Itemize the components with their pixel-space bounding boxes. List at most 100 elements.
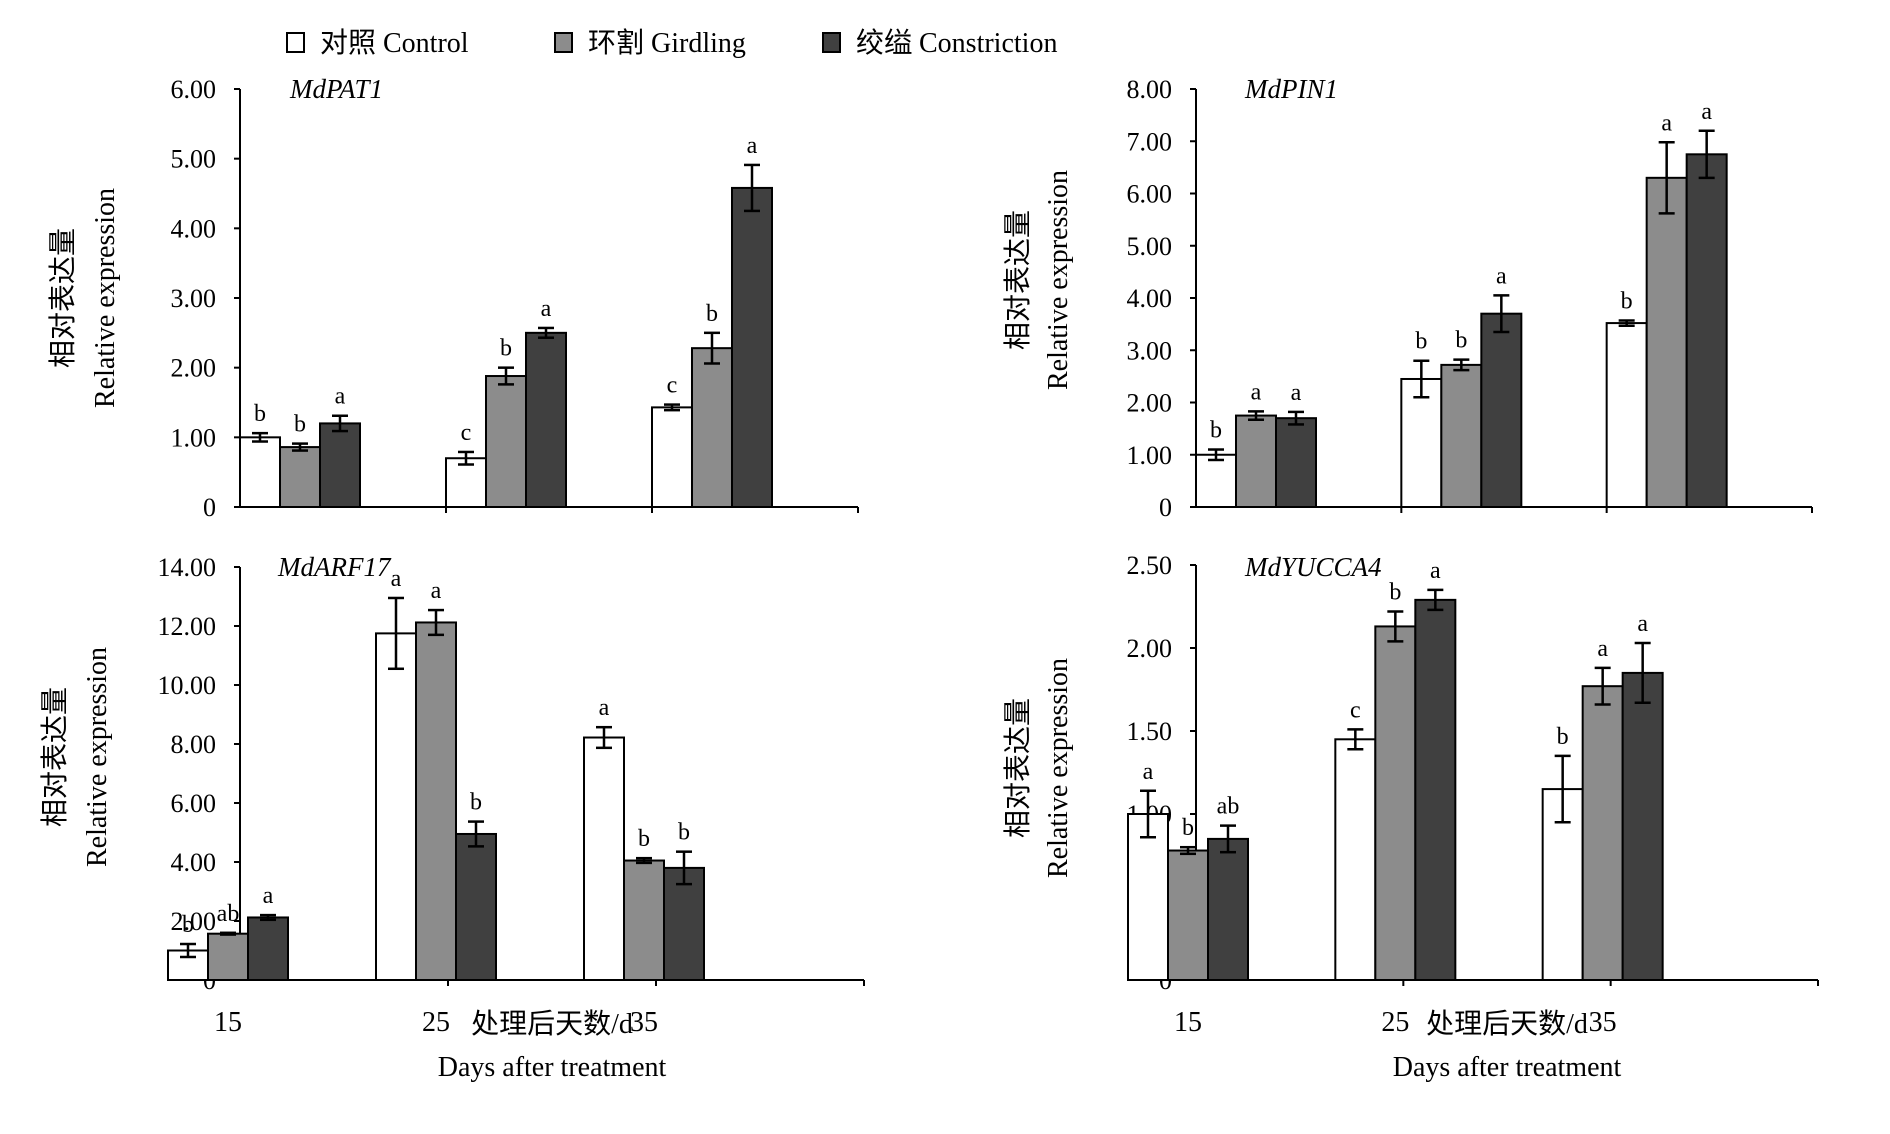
y-tick-label: 3.00 <box>171 284 217 313</box>
significance-letter: b <box>500 336 512 362</box>
y-tick-label: 2.50 <box>1127 551 1173 580</box>
y-axis-label-en: Relative expression <box>1043 658 1074 878</box>
legend-label-girdling: 环割 Girdling <box>588 27 746 59</box>
bar-15-control <box>239 436 281 509</box>
panel-mdyucca4: 00.501.001.502.002.50abab15cba25baa35MdY… <box>1002 551 1819 1083</box>
bar-15-girdling <box>207 932 249 981</box>
significance-letter: b <box>294 412 306 438</box>
bar-25-constriction <box>525 331 567 509</box>
significance-letter: a <box>1291 380 1302 406</box>
significance-letter: a <box>335 384 346 410</box>
significance-letter: a <box>1251 379 1262 405</box>
bar-25-constriction <box>1414 598 1457 981</box>
x-tick-label: 35 <box>1589 1007 1617 1038</box>
bar-25-girdling <box>415 621 457 982</box>
y-tick-label: 4.00 <box>171 214 217 243</box>
y-axis-label-cn: 相对表达量 <box>1002 210 1034 350</box>
panel-title: MdARF17 <box>277 552 392 582</box>
significance-letter: a <box>541 296 552 322</box>
panel-title: MdPAT1 <box>289 74 383 104</box>
significance-letter: b <box>706 301 718 327</box>
significance-letter: a <box>1496 263 1507 289</box>
bar-25-constriction <box>1480 312 1523 508</box>
y-tick-label: 2.00 <box>171 907 217 936</box>
y-tick-label: 5.00 <box>1127 232 1173 261</box>
x-axis-label-en: Days after treatment <box>1393 1052 1622 1083</box>
bar-15-control <box>1127 813 1169 981</box>
y-tick-label: 10.00 <box>158 671 217 700</box>
significance-letter: a <box>263 883 274 909</box>
significance-letter: a <box>1701 99 1712 125</box>
bar-15-constriction <box>319 422 361 508</box>
significance-letter: a <box>747 133 758 159</box>
bar-25-girdling <box>1374 625 1417 981</box>
y-axis-label-en: Relative expression <box>90 188 121 408</box>
significance-letter: a <box>1661 110 1672 136</box>
significance-letter: a <box>1637 611 1648 637</box>
bar-25-girdling <box>1440 363 1483 508</box>
y-tick-label: 1.00 <box>171 423 217 452</box>
y-tick-label: 14.00 <box>158 553 217 582</box>
significance-letter: c <box>461 420 472 446</box>
panel-title: MdYUCCA4 <box>1244 552 1382 582</box>
bar-15-constriction <box>1207 837 1249 982</box>
bar-25-constriction <box>455 832 497 981</box>
x-axis-label-cn: 处理后天数/d <box>471 1008 633 1040</box>
bar-15-girdling <box>1167 849 1209 982</box>
y-tick-label: 6.00 <box>171 75 217 104</box>
significance-letter: b <box>1210 418 1222 444</box>
panel-title: MdPIN1 <box>1244 74 1338 104</box>
y-tick-label: 2.00 <box>1127 634 1173 663</box>
significance-letter: ab <box>217 901 240 927</box>
x-tick-label: 25 <box>1381 1007 1409 1038</box>
significance-letter: b <box>1389 579 1401 605</box>
y-tick-label: 8.00 <box>171 730 217 759</box>
bar-15-constriction <box>247 916 289 982</box>
bar-35-girdling <box>1645 176 1688 508</box>
bar-35-girdling <box>1581 685 1624 981</box>
y-tick-label: 2.00 <box>171 354 217 383</box>
significance-letter: ab <box>1217 794 1240 820</box>
significance-letter: b <box>254 401 266 427</box>
bar-35-girdling <box>691 347 733 508</box>
significance-letter: b <box>1621 288 1633 314</box>
bar-15-girdling <box>279 446 321 509</box>
x-tick-label: 25 <box>422 1007 450 1038</box>
significance-letter: b <box>1182 815 1194 841</box>
legend-label-constriction: 绞缢 Constriction <box>856 27 1057 59</box>
bar-25-girdling <box>485 375 527 508</box>
y-tick-label: 0 <box>1159 493 1172 522</box>
bar-15-control <box>1195 453 1237 508</box>
bar-35-constriction <box>1685 153 1728 508</box>
bar-15-constriction <box>1275 417 1317 508</box>
y-tick-label: 1.00 <box>1127 441 1173 470</box>
bar-15-girdling <box>1235 414 1277 508</box>
y-axis-label-en: Relative expression <box>82 647 113 867</box>
x-axis-label-en: Days after treatment <box>438 1052 667 1083</box>
bar-25-control <box>375 632 417 981</box>
significance-letter: b <box>470 790 482 816</box>
legend-item-control: 对照 Control <box>286 27 469 59</box>
y-tick-label: 7.00 <box>1127 127 1173 156</box>
chart-panels: 0 1.00 2.00 3.00 4.00 5.00 6.00 b b a c b a c b a MdPAT1… <box>39 74 1819 1083</box>
significance-letter: b <box>1455 328 1467 354</box>
significance-letter: a <box>599 695 610 721</box>
y-axis-label-en: Relative expression <box>1043 170 1074 390</box>
significance-letter: c <box>1350 697 1361 723</box>
bar-35-control <box>1605 322 1648 508</box>
y-tick-label: 2.00 <box>1127 389 1173 418</box>
y-tick-label: 4.00 <box>1127 284 1173 313</box>
bar-25-control <box>1334 738 1377 981</box>
y-tick-label: 6.00 <box>171 789 217 818</box>
legend-item-girdling: 环割 Girdling <box>554 27 746 59</box>
x-tick-label: 15 <box>1174 1007 1202 1038</box>
x-tick-label: 35 <box>630 1007 658 1038</box>
y-tick-label: 0 <box>203 493 216 522</box>
significance-letter: a <box>431 578 442 604</box>
y-tick-label: 6.00 <box>1127 180 1173 209</box>
panel-mdarf17: 02.004.006.008.0010.0012.0014.00baba15aa… <box>39 552 865 1083</box>
legend-label-control: 对照 Control <box>320 27 469 59</box>
bar-35-constriction <box>1621 671 1664 982</box>
y-tick-label: 4.00 <box>171 848 217 877</box>
